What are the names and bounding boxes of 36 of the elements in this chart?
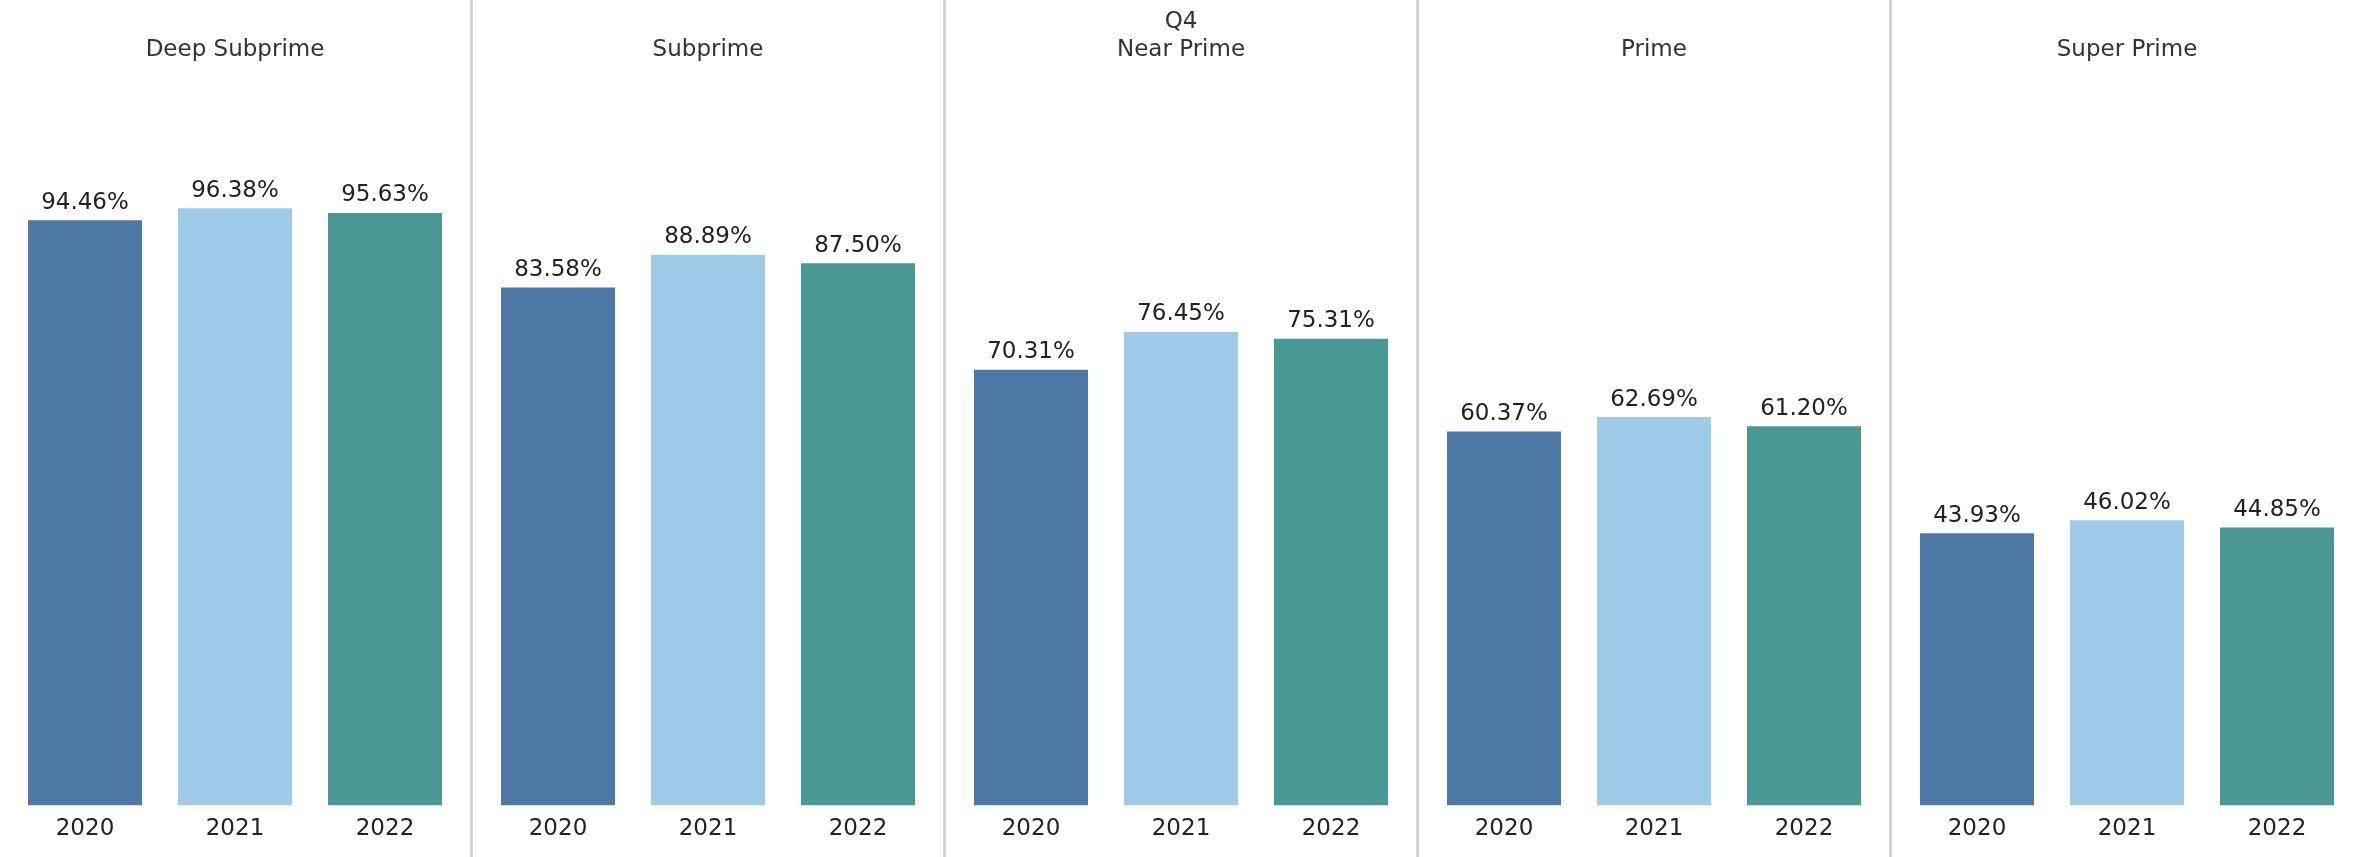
data-label: 60.37% xyxy=(1460,398,1548,425)
data-label: 43.93% xyxy=(1933,500,2021,527)
chart-title: Prime xyxy=(1621,34,1687,62)
data-label: 95.63% xyxy=(341,180,429,207)
data-label: 46.02% xyxy=(2083,487,2171,514)
data-label: 62.69% xyxy=(1610,384,1698,411)
chart-title: Super Prime xyxy=(2056,34,2198,62)
data-label: 96.38% xyxy=(191,175,279,202)
data-label: 94.46% xyxy=(41,187,129,214)
x-tick-label: 2021 xyxy=(678,814,738,841)
x-tick-label: 2021 xyxy=(2097,814,2157,841)
data-label: 61.20% xyxy=(1760,393,1848,420)
data-label: 70.31% xyxy=(987,337,1075,364)
x-tick-label: 2021 xyxy=(1151,814,1211,841)
x-tick-label: 2022 xyxy=(1774,814,1834,841)
chart-title: Deep Subprime xyxy=(145,34,325,62)
x-tick-label: 2020 xyxy=(1001,814,1061,841)
data-label: 44.85% xyxy=(2233,495,2321,522)
x-tick-label: 2022 xyxy=(1301,814,1361,841)
x-tick-label: 2020 xyxy=(1947,814,2007,841)
data-label: 88.89% xyxy=(664,222,752,249)
x-tick-label: 2022 xyxy=(355,814,415,841)
x-tick-label: 2022 xyxy=(2247,814,2307,841)
data-label: 75.31% xyxy=(1287,306,1375,333)
x-tick-label: 2020 xyxy=(528,814,588,841)
data-label: 76.45% xyxy=(1137,299,1225,326)
data-label: 87.50% xyxy=(814,230,902,257)
chart-title: Subprime xyxy=(652,34,764,62)
x-tick-label: 2021 xyxy=(1624,814,1684,841)
data-label: 83.58% xyxy=(514,255,602,282)
x-tick-label: 2020 xyxy=(55,814,115,841)
chart-subtitle: Near Prime xyxy=(1116,34,1246,62)
x-tick-label: 2020 xyxy=(1474,814,1534,841)
x-tick-label: 2021 xyxy=(205,814,265,841)
chart-title: Q4 xyxy=(1164,6,1198,34)
x-tick-label: 2022 xyxy=(828,814,888,841)
